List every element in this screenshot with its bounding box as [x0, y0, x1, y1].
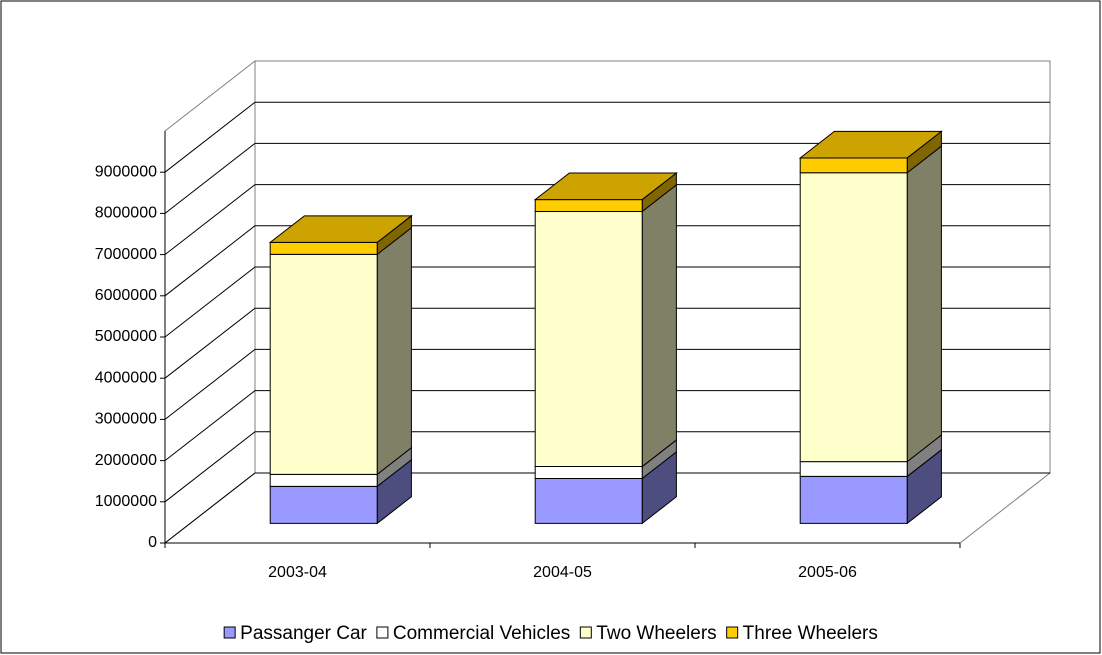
x-tick-label: 2003-04 — [268, 564, 327, 581]
legend-swatch — [579, 626, 592, 639]
legend-swatch — [376, 626, 389, 639]
y-tick-label: 5000000 — [95, 328, 157, 345]
bar-side — [376, 226, 412, 476]
y-tick-label: 3000000 — [95, 411, 157, 428]
bar-front — [799, 475, 908, 524]
bar-segment — [269, 446, 412, 488]
y-tick-label: 0 — [148, 534, 157, 551]
grid-line — [164, 101, 1050, 173]
y-tick-label: 9000000 — [95, 163, 157, 180]
bar-segment — [533, 171, 678, 213]
bar-segment — [534, 183, 677, 468]
bar-top — [798, 130, 943, 159]
grid-line — [164, 472, 1050, 544]
legend-label: Commercial Vehicles — [393, 623, 570, 644]
bar-front — [534, 199, 643, 213]
y-tick-label: 6000000 — [95, 287, 157, 304]
bar-top — [268, 215, 413, 243]
bar-front — [269, 473, 378, 487]
bar-front — [534, 477, 643, 524]
y-tick-label: 1000000 — [95, 493, 157, 510]
bar-front — [799, 157, 908, 174]
bar-front — [799, 461, 908, 477]
grid-line — [164, 184, 1050, 255]
legend-swatch — [726, 626, 739, 639]
legend-label: Three Wheelers — [743, 623, 878, 644]
bar-top — [533, 172, 678, 201]
grid-line — [164, 142, 1050, 214]
grid-line — [164, 431, 1050, 503]
legend: Passanger Car Commercial Vehicles Two Whee… — [223, 623, 878, 644]
legend-label: Two Wheelers — [596, 623, 716, 644]
bar-front — [269, 485, 378, 524]
x-tick-label: 2005-06 — [798, 564, 857, 581]
y-tick-label: 4000000 — [95, 369, 157, 386]
legend-swatch — [223, 626, 236, 639]
bar-segment — [798, 130, 943, 174]
grid-line — [164, 348, 1050, 420]
bar-front — [799, 172, 908, 463]
grid-line — [164, 225, 1050, 297]
legend-label: Passanger Car — [240, 623, 367, 644]
bar-front — [269, 253, 378, 475]
bar-segment — [268, 214, 413, 256]
y-tick-label: 7000000 — [95, 246, 157, 263]
bar-front — [534, 211, 643, 468]
bar-segment — [534, 450, 677, 525]
grid-line — [164, 307, 1050, 379]
bar-front — [269, 241, 378, 255]
bar-front — [534, 466, 643, 479]
bar-segment — [269, 458, 412, 525]
x-tick-label: 2004-05 — [533, 564, 592, 581]
grid-line — [164, 266, 1050, 338]
bar-segment — [269, 226, 412, 476]
grid-line — [164, 390, 1050, 461]
y-tick-label: 8000000 — [95, 205, 157, 222]
bar-segment — [799, 145, 942, 463]
bar-side — [906, 145, 942, 463]
bar-side — [641, 183, 677, 468]
y-tick-label: 2000000 — [95, 452, 157, 469]
